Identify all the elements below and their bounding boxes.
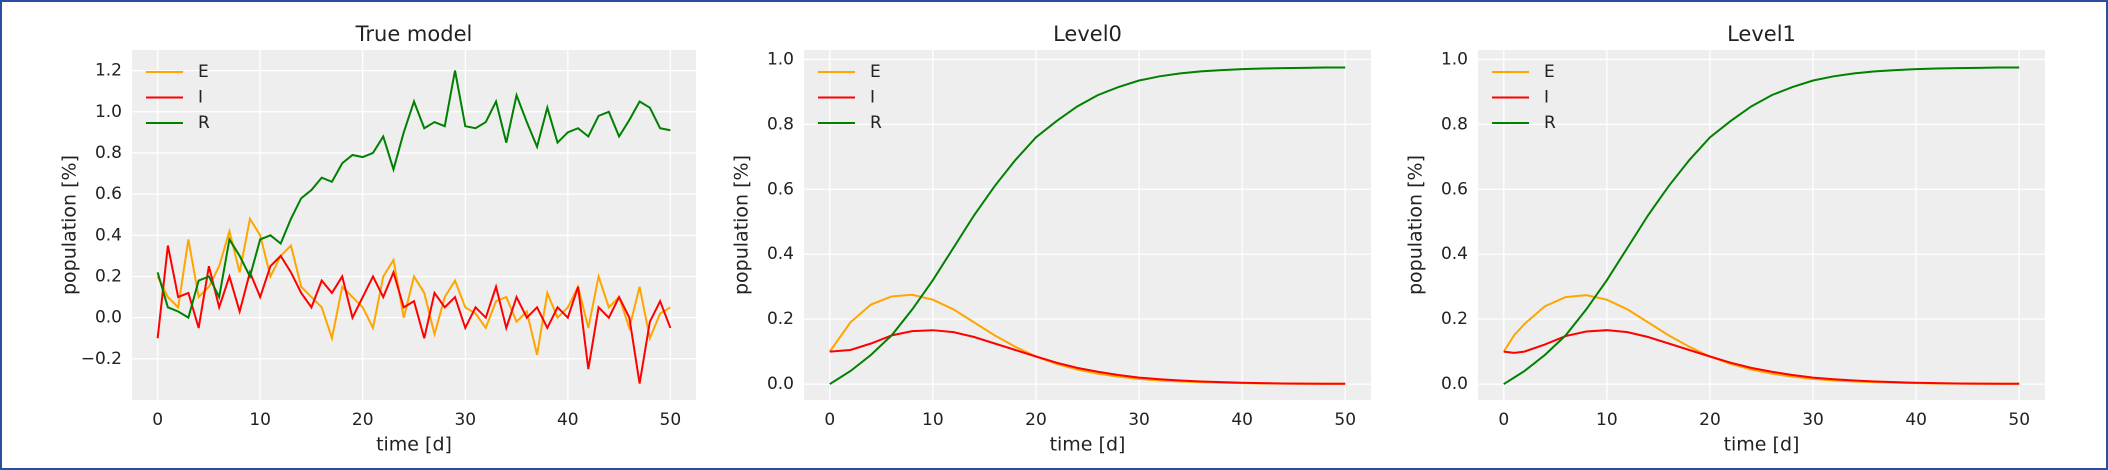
chart-title: Level1	[1727, 22, 1796, 46]
x-tick-label: 30	[1128, 410, 1150, 430]
y-tick-label: 1.0	[1441, 49, 1468, 69]
x-tick-label: 30	[1802, 410, 1824, 430]
x-tick-label: 0	[1498, 410, 1509, 430]
series-line	[156, 216, 671, 355]
plot-area	[132, 50, 696, 400]
x-tick-label: 40	[1905, 410, 1927, 430]
y-tick-label: 0.0	[767, 374, 794, 394]
y-tick-label: 0.2	[95, 266, 122, 286]
x-tick-label: 20	[1699, 410, 1721, 430]
y-axis-label: population [%]	[731, 155, 753, 295]
x-tick-label: 50	[2008, 410, 2030, 430]
legend-label: E	[1544, 62, 1555, 82]
y-tick-label: 0.8	[767, 114, 794, 134]
plot-area	[1478, 50, 2045, 400]
y-tick-label: 0.8	[1441, 114, 1468, 134]
y-tick-label: 1.0	[767, 49, 794, 69]
x-tick-label: 20	[352, 410, 374, 430]
legend-label: I	[870, 88, 875, 108]
x-axis-label: time [d]	[1050, 434, 1126, 456]
y-tick-label: 0.2	[1441, 309, 1468, 329]
y-tick-label: 0.6	[767, 179, 794, 199]
x-tick-label: 40	[1231, 410, 1253, 430]
x-tick-label: 50	[660, 410, 682, 430]
y-axis-label: population [%]	[59, 155, 81, 295]
y-tick-label: 0.0	[95, 308, 122, 328]
y-axis-label: population [%]	[1405, 155, 1427, 295]
chart-title: Level0	[1053, 22, 1122, 46]
x-tick-label: 0	[152, 410, 163, 430]
plot-area	[804, 50, 1371, 400]
x-tick-label: 20	[1025, 410, 1047, 430]
legend-label: I	[1544, 88, 1549, 108]
x-tick-label: 0	[824, 410, 835, 430]
chart-title: True model	[355, 22, 473, 46]
x-axis-label: time [d]	[376, 434, 452, 456]
y-tick-label: 0.6	[1441, 179, 1468, 199]
x-tick-label: 40	[557, 410, 579, 430]
series-line	[156, 70, 671, 320]
series-line	[829, 329, 1346, 385]
legend-label: I	[198, 88, 203, 108]
x-tick-label: 10	[249, 410, 271, 430]
x-axis-label: time [d]	[1724, 434, 1800, 456]
y-tick-label: −0.2	[81, 349, 122, 369]
legend-label: E	[198, 62, 209, 82]
y-tick-label: 0.4	[767, 244, 794, 264]
series-line	[156, 245, 672, 384]
x-tick-label: 30	[454, 410, 476, 430]
series-line	[829, 66, 1346, 385]
y-tick-label: 1.0	[95, 102, 122, 122]
series-line	[1503, 329, 2020, 385]
x-tick-label: 10	[1596, 410, 1618, 430]
legend-label: R	[198, 113, 210, 133]
x-tick-label: 10	[922, 410, 944, 430]
y-tick-label: 0.6	[95, 184, 122, 204]
y-tick-label: 0.8	[95, 143, 122, 163]
legend-label: E	[870, 62, 881, 82]
legend-label: R	[870, 113, 882, 133]
legend-label: R	[1544, 113, 1556, 133]
y-tick-label: 0.2	[767, 309, 794, 329]
y-tick-label: 0.0	[1441, 374, 1468, 394]
series-line	[1503, 66, 2020, 385]
y-tick-label: 1.2	[95, 61, 122, 81]
x-tick-label: 50	[1334, 410, 1356, 430]
y-tick-label: 0.4	[95, 225, 122, 245]
y-tick-label: 0.4	[1441, 244, 1468, 264]
